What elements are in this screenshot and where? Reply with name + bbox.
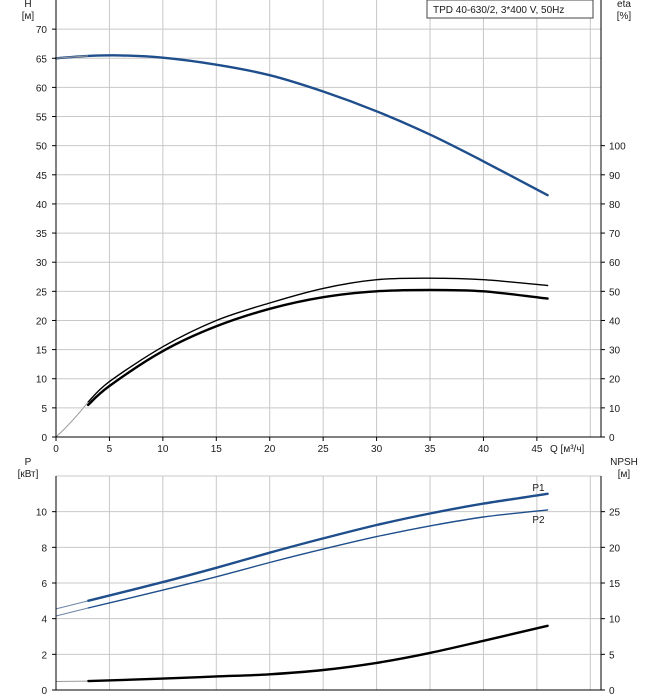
right-tick-label: 90: [609, 171, 621, 182]
left-tick-label: 30: [36, 258, 48, 269]
left-axis-unit: [кВт]: [18, 469, 39, 480]
left-tick-label: 0: [41, 686, 47, 697]
left-tick-label: 25: [36, 287, 48, 298]
right-axis-unit: [%]: [617, 11, 632, 22]
x-tick-label: 5: [107, 444, 113, 455]
left-tick-label: 15: [36, 346, 48, 357]
left-tick-label: 60: [36, 83, 48, 94]
right-tick-label: 60: [609, 258, 621, 269]
left-tick-label: 6: [41, 579, 47, 590]
x-tick-label: 40: [478, 444, 490, 455]
left-tick-label: 4: [41, 615, 47, 626]
left-tick-label: 50: [36, 142, 48, 153]
legend-text: TPD 40-630/2, 3*400 V, 50Hz: [433, 5, 564, 16]
x-tick-label: 35: [424, 444, 436, 455]
right-tick-label: 20: [609, 375, 621, 386]
axis-layer: [52, 0, 605, 691]
x-tick-label: 25: [318, 444, 330, 455]
left-tick-label: 0: [41, 433, 47, 444]
left-tick-label: 20: [36, 316, 48, 327]
left-axis-title: H: [24, 0, 31, 10]
right-tick-label: 40: [609, 316, 621, 327]
left-tick-label: 2: [41, 650, 47, 661]
right-tick-label: 10: [609, 404, 621, 415]
right-tick-label: 15: [609, 579, 621, 590]
label-layer: 0510152025303540455055606570010203040506…: [18, 0, 638, 697]
right-tick-label: 5: [609, 650, 615, 661]
left-tick-label: 35: [36, 229, 48, 240]
x-axis-title: Q [м³/ч]: [550, 444, 585, 455]
left-tick-label: 65: [36, 54, 48, 65]
x-tick-label: 45: [531, 444, 543, 455]
right-tick-label: 30: [609, 346, 621, 357]
x-tick-label: 20: [264, 444, 276, 455]
right-tick-label: 70: [609, 229, 621, 240]
x-tick-label: 30: [371, 444, 383, 455]
curve-eta1: [87, 277, 549, 403]
right-tick-label: 0: [609, 433, 615, 444]
left-tick-label: 5: [41, 404, 47, 415]
curve-H: [54, 54, 549, 197]
curve-P2: [87, 509, 549, 609]
right-tick-label: 100: [609, 142, 626, 153]
right-tick-label: 25: [609, 508, 621, 519]
left-axis-title: P: [25, 457, 32, 468]
curve-eta2: [86, 288, 549, 407]
curve-P1: [86, 492, 549, 602]
right-axis-title: NPSH: [610, 457, 638, 468]
left-axis-unit: [м]: [22, 11, 35, 22]
series-label-P1: P1: [532, 483, 545, 494]
curve-P1-extension: [55, 600, 89, 610]
right-tick-label: 20: [609, 543, 621, 554]
x-tick-label: 10: [157, 444, 169, 455]
left-tick-label: 10: [36, 508, 48, 519]
x-tick-label: 0: [53, 444, 59, 455]
curve-layer: [54, 54, 549, 683]
curve-H-extension: [55, 55, 89, 59]
left-tick-label: 55: [36, 113, 48, 124]
left-tick-label: 8: [41, 543, 47, 554]
curve-P2-extension: [55, 607, 89, 617]
curve-NPSH: [86, 624, 549, 683]
grid-layer: [56, 0, 601, 690]
left-tick-label: 70: [36, 25, 48, 36]
right-tick-label: 10: [609, 615, 621, 626]
x-tick-label: 15: [211, 444, 223, 455]
right-tick-label: 80: [609, 200, 621, 211]
right-tick-label: 50: [609, 287, 621, 298]
right-axis-title: eta: [617, 0, 631, 10]
curve-eta-extension: [55, 401, 89, 438]
series-label-P2: P2: [532, 515, 545, 526]
right-tick-label: 0: [609, 686, 615, 697]
left-tick-label: 45: [36, 171, 48, 182]
legend-box: TPD 40-630/2, 3*400 V, 50Hz: [426, 0, 594, 19]
left-tick-label: 10: [36, 375, 48, 386]
right-axis-unit: [м]: [618, 469, 631, 480]
left-tick-label: 40: [36, 200, 48, 211]
